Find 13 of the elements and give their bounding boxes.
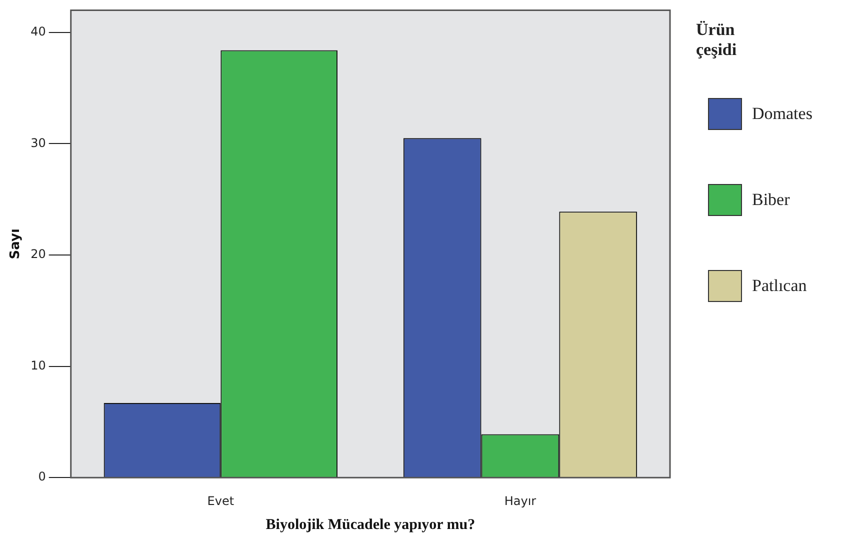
y-tick-label: 10 [30,358,46,372]
x-axis-title: Biyolojik Mücadele yapıyor mu? [266,516,476,533]
y-axis-title: Sayı [8,228,24,260]
legend-label: Patlıcan [752,276,807,296]
legend-label: Domates [752,104,812,124]
y-tick-label: 0 [38,470,46,484]
legend-label: Biber [752,190,790,210]
y-tick-label: 40 [30,24,46,39]
x-tick-label: Evet [207,494,234,508]
y-tick-label: 20 [30,247,46,262]
x-tick-label: Hayır [504,494,536,508]
legend-title: Ürün çeşidi [696,20,738,60]
y-tick-label: 30 [30,136,46,150]
